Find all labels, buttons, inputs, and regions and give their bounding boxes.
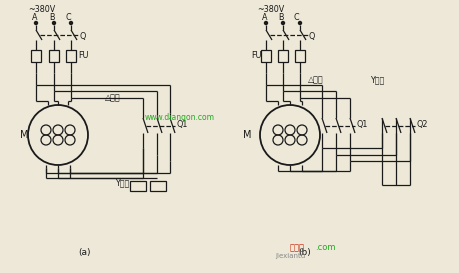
Text: C: C — [293, 13, 299, 22]
Text: www.diangon.com: www.diangon.com — [145, 114, 214, 123]
Circle shape — [52, 22, 56, 25]
Bar — [130, 181, 146, 191]
Text: A: A — [262, 13, 267, 22]
Circle shape — [298, 22, 301, 25]
Circle shape — [264, 22, 267, 25]
Text: Q2: Q2 — [416, 120, 428, 129]
Text: ~380V: ~380V — [257, 5, 284, 14]
Text: Y起动: Y起动 — [115, 179, 129, 188]
Circle shape — [281, 22, 284, 25]
Text: FU: FU — [78, 52, 88, 61]
Text: Y起动: Y起动 — [369, 76, 383, 85]
Circle shape — [34, 22, 38, 25]
Text: FU: FU — [251, 52, 261, 61]
Text: Q: Q — [308, 31, 315, 40]
Text: △运行: △运行 — [308, 76, 323, 85]
Text: Q1: Q1 — [356, 120, 368, 129]
Bar — [277, 50, 287, 62]
Text: M: M — [20, 130, 28, 140]
Bar — [49, 50, 59, 62]
Circle shape — [69, 22, 73, 25]
Bar — [31, 50, 41, 62]
Text: ~380V: ~380V — [28, 5, 55, 14]
Text: .com: .com — [314, 244, 335, 253]
Text: A: A — [32, 13, 38, 22]
Text: △运行: △运行 — [105, 93, 120, 102]
Text: M: M — [242, 130, 251, 140]
Text: (a): (a) — [78, 248, 91, 257]
Text: (b): (b) — [298, 248, 311, 257]
Bar — [260, 50, 270, 62]
Bar — [294, 50, 304, 62]
Bar — [66, 50, 76, 62]
Text: C: C — [66, 13, 72, 22]
Bar — [150, 181, 166, 191]
Text: jiexiantu: jiexiantu — [274, 253, 305, 259]
Text: B: B — [49, 13, 54, 22]
Text: 接线图: 接线图 — [289, 244, 304, 253]
Text: Q: Q — [80, 31, 86, 40]
Text: Q1: Q1 — [177, 120, 188, 129]
Text: B: B — [277, 13, 283, 22]
